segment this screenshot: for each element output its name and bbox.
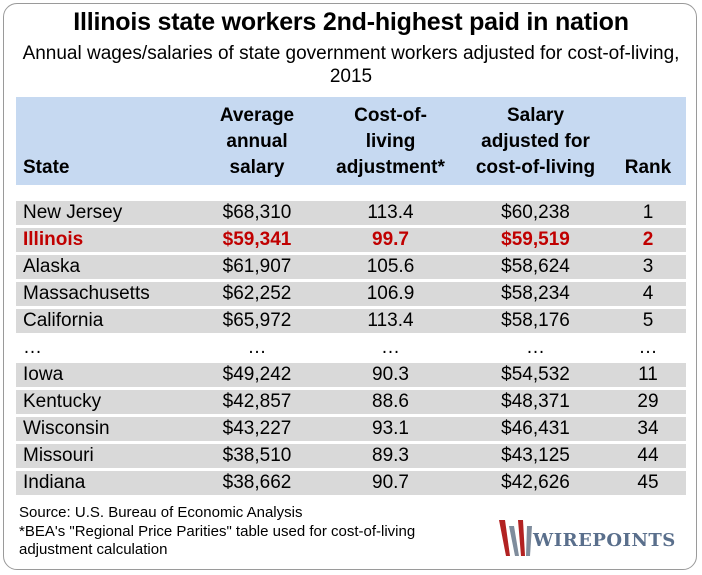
- table-row: Illinois $59,341 99.7 $59,519 2: [16, 228, 686, 252]
- state-cell: Kentucky: [23, 391, 102, 412]
- adjusted-salary-cell: $58,234: [501, 283, 570, 304]
- state-cell: New Jersey: [23, 202, 123, 223]
- cost-of-living-cell: 90.7: [372, 472, 409, 493]
- average-salary-cell: $42,857: [222, 391, 292, 412]
- adjusted-salary-cell: $42,626: [501, 472, 570, 493]
- state-cell: Iowa: [23, 364, 64, 385]
- table-row: Iowa $49,242 90.3 $54,532 11: [16, 363, 686, 387]
- table-row: Alaska $61,907 105.6 $58,624 3: [16, 255, 686, 279]
- adjusted-salary-cell: $58,624: [501, 256, 570, 277]
- footnote: *BEA's "Regional Price Parities" table u…: [19, 523, 416, 558]
- rank-cell: 44: [637, 445, 659, 466]
- rank-cell: 5: [642, 310, 654, 331]
- table-row: Massachusetts $62,252 106.9 $58,234 4: [16, 282, 686, 306]
- rank-cell: 34: [637, 418, 659, 439]
- adjusted-salary-cell: …: [526, 337, 545, 358]
- adjusted-salary-cell: $43,125: [501, 445, 570, 466]
- table-row: Missouri $38,510 89.3 $43,125 44: [16, 444, 686, 468]
- table-row: California $65,972 113.4 $58,176 5: [16, 309, 686, 333]
- adjusted-salary-cell: $54,532: [501, 364, 570, 385]
- table-row: … … … … …: [16, 336, 686, 360]
- state-cell: Illinois: [23, 229, 84, 250]
- average-salary-cell: $38,510: [222, 445, 292, 466]
- rank-cell: 2: [642, 229, 654, 250]
- table-row: Wisconsin $43,227 93.1 $46,431 34: [16, 417, 686, 441]
- header-average-salary: Average annual salary: [219, 105, 295, 178]
- state-cell: Massachusetts: [23, 283, 150, 304]
- cost-of-living-cell: 89.3: [372, 445, 409, 466]
- average-salary-cell: $38,662: [222, 472, 292, 493]
- state-cell: Missouri: [23, 445, 94, 466]
- table-header-band: [16, 97, 686, 185]
- average-salary-cell: $43,227: [222, 418, 292, 439]
- cost-of-living-cell: 105.6: [366, 256, 415, 277]
- rank-cell: 1: [642, 202, 654, 223]
- average-salary-cell: $65,972: [222, 310, 292, 331]
- adjusted-salary-cell: $46,431: [501, 418, 570, 439]
- average-salary-cell: $61,907: [222, 256, 292, 277]
- cost-of-living-cell: 113.4: [367, 310, 414, 331]
- average-salary-cell: $62,252: [222, 283, 292, 304]
- chart-frame: [3, 3, 697, 570]
- wirepoints-w-icon: [499, 520, 532, 556]
- cost-of-living-cell: 113.4: [367, 202, 414, 223]
- rank-cell: 11: [638, 364, 658, 385]
- rank-cell: …: [638, 337, 658, 358]
- cost-of-living-cell: 88.6: [372, 391, 409, 412]
- header-state: State: [23, 157, 70, 178]
- state-cell: Wisconsin: [23, 418, 110, 439]
- source-note: Source: U.S. Bureau of Economic Analysis: [19, 504, 303, 521]
- wirepoints-logo: WIREPOINTS: [497, 516, 687, 560]
- table-row: Kentucky $42,857 88.6 $48,371 29: [16, 390, 686, 414]
- chart-title: Illinois state workers 2nd-highest paid …: [73, 8, 629, 36]
- cost-of-living-cell: 93.1: [372, 418, 409, 439]
- adjusted-salary-cell: $58,176: [501, 310, 570, 331]
- table-row: Indiana $38,662 90.7 $42,626 45: [16, 471, 686, 495]
- state-cell: Indiana: [23, 472, 86, 493]
- cost-of-living-cell: …: [381, 337, 400, 358]
- cost-of-living-cell: 106.9: [366, 283, 415, 304]
- average-salary-cell: $68,310: [222, 202, 292, 223]
- table-row: New Jersey $68,310 113.4 $60,238 1: [16, 201, 686, 225]
- wirepoints-wordmark: WIREPOINTS: [533, 530, 676, 551]
- average-salary-cell: …: [247, 337, 267, 358]
- average-salary-cell: $49,242: [222, 364, 292, 385]
- adjusted-salary-cell: $59,519: [501, 229, 570, 250]
- adjusted-salary-cell: $48,371: [501, 391, 570, 412]
- rank-cell: 3: [642, 256, 654, 277]
- rank-cell: 4: [642, 283, 654, 304]
- header-cost-of-living: Cost-of-living adjustment*: [336, 105, 445, 178]
- adjusted-salary-cell: $60,238: [501, 202, 570, 223]
- rank-cell: 29: [637, 391, 659, 412]
- average-salary-cell: $59,341: [222, 229, 292, 250]
- state-cell: Alaska: [23, 256, 81, 277]
- header-adjusted-salary: Salary adjusted for cost-of-living: [475, 105, 596, 178]
- cost-of-living-cell: 99.7: [372, 229, 409, 250]
- state-cell: California: [23, 310, 104, 331]
- header-rank: Rank: [624, 157, 672, 178]
- state-cell: …: [23, 337, 42, 358]
- rank-cell: 45: [637, 472, 659, 493]
- cost-of-living-cell: 90.3: [372, 364, 409, 385]
- chart-subtitle: Annual wages/salaries of state governmen…: [22, 43, 680, 87]
